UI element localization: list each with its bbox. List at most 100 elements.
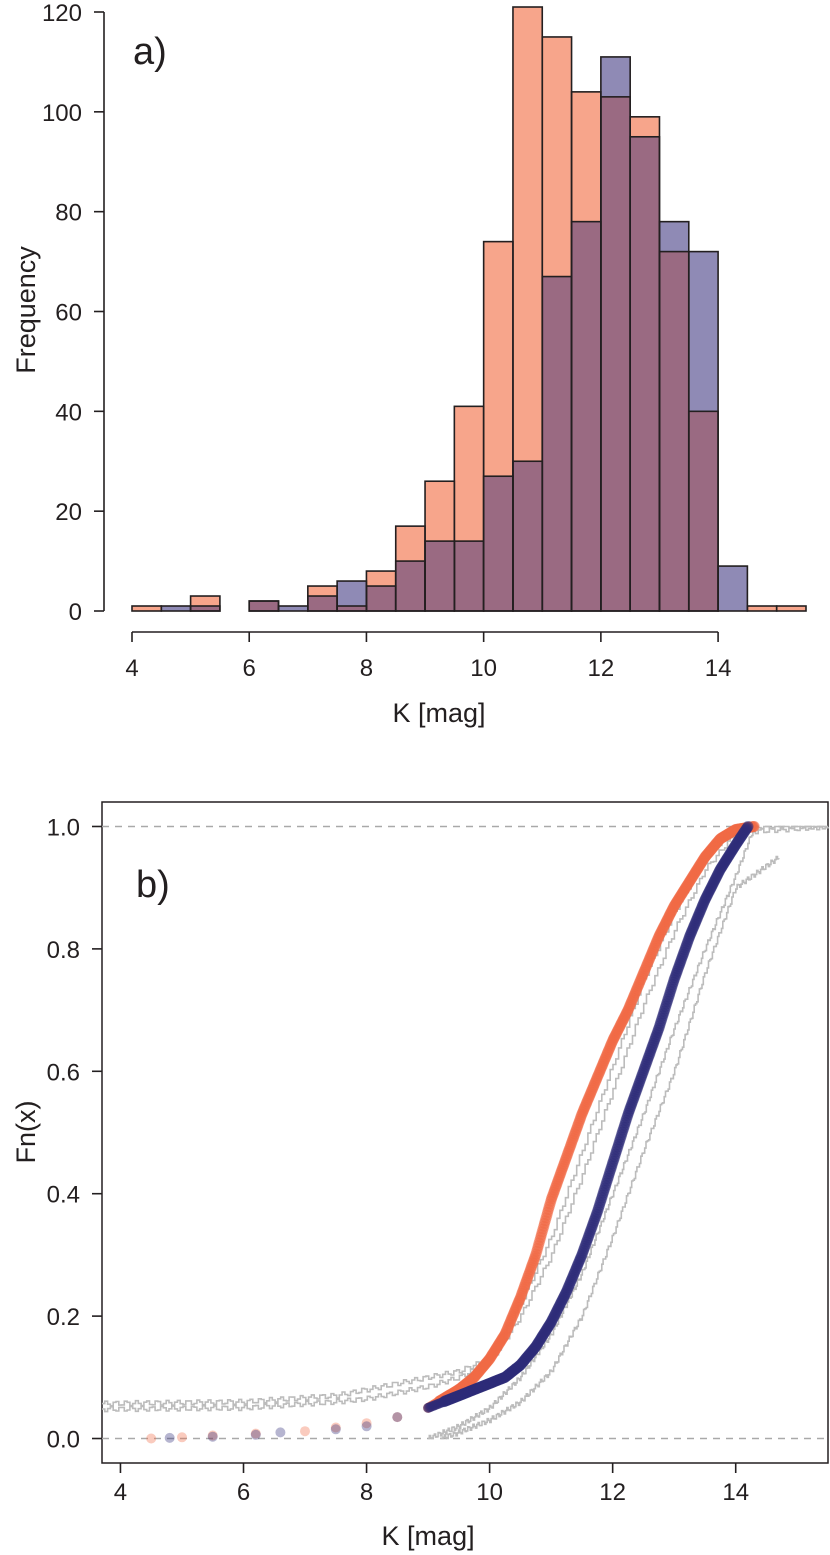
series-1-point xyxy=(177,1432,187,1443)
series-2-point xyxy=(429,1400,440,1411)
y-axis: 0 20 40 60 80 100 120 xyxy=(42,0,105,626)
envelope-line xyxy=(102,825,829,1413)
series-1-point xyxy=(361,1418,372,1429)
overlap-bar xyxy=(600,96,631,611)
x-tick-label: 8 xyxy=(360,655,373,682)
series-2-point xyxy=(426,1401,437,1412)
envelope-line xyxy=(428,826,756,1440)
overlap-bar xyxy=(190,606,220,611)
reference-lines xyxy=(102,825,828,1440)
series-2-point xyxy=(430,1399,441,1410)
overlap-bar xyxy=(249,601,279,611)
overlap-bars xyxy=(190,96,719,611)
series-2-point xyxy=(423,1402,434,1413)
y-tick-label: 100 xyxy=(42,100,82,127)
y-tick-label: 0 xyxy=(69,599,82,626)
series-2-points xyxy=(164,821,754,1443)
series-1-point xyxy=(425,1401,436,1412)
series-1-point xyxy=(330,1422,341,1433)
y-tick-label: 1.0 xyxy=(47,814,80,841)
series-1-point xyxy=(423,1402,434,1413)
series-1-point xyxy=(392,1412,403,1423)
series-2-point xyxy=(392,1412,403,1423)
x-axis: 4 6 8 10 12 14 xyxy=(125,631,732,682)
histogram-panel: 0 20 40 60 80 100 120 4 6 8 10 12 14 a) K [mag] Fre… xyxy=(11,0,807,728)
x-tick-label: 6 xyxy=(237,1479,250,1506)
y-tick-label: 0.2 xyxy=(47,1304,80,1331)
series-2-bar xyxy=(278,606,308,611)
y-tick-label: 0.6 xyxy=(47,1059,80,1086)
bar-outlines xyxy=(131,6,807,612)
series-2-point xyxy=(426,1401,437,1412)
series-2-bar-outline xyxy=(717,565,749,612)
overlap-bar xyxy=(571,221,601,611)
y-tick-label: 120 xyxy=(42,0,82,27)
overlap-bar xyxy=(512,461,543,611)
overlap-bar xyxy=(659,251,689,611)
series-2-point xyxy=(742,821,754,832)
x-axis-title: K [mag] xyxy=(393,698,486,728)
overlap-bar xyxy=(395,561,426,611)
x-axis: 4 6 8 10 12 14 xyxy=(114,1463,749,1506)
series-1-points xyxy=(146,821,760,1444)
y-tick-label: 20 xyxy=(55,499,82,526)
x-tick-label: 4 xyxy=(125,655,138,682)
series-2-point xyxy=(275,1427,286,1438)
series-2-bar xyxy=(718,566,748,611)
plot-frame xyxy=(101,801,829,1464)
series-2-point xyxy=(207,1431,218,1442)
series-2-point xyxy=(250,1429,261,1440)
y-tick-label: 40 xyxy=(55,399,82,426)
series-1-bar xyxy=(747,606,777,611)
y-tick-label: 60 xyxy=(55,300,82,327)
series-2-point xyxy=(164,1432,175,1443)
overlap-bar xyxy=(454,541,484,611)
x-tick-label: 14 xyxy=(705,655,732,682)
overlap-bar xyxy=(307,596,338,611)
ecdf-panel: 0.00.20.40.60.81.0 4 6 8 10 12 14 b) K [mag] … xyxy=(11,801,829,1551)
overlap-bar xyxy=(366,586,396,611)
series-2-bar xyxy=(161,606,191,611)
series-1-point xyxy=(426,1401,437,1412)
overlap-bar xyxy=(425,541,455,611)
x-tick-label: 10 xyxy=(470,655,497,682)
overlap-bar xyxy=(542,276,572,611)
x-tick-label: 10 xyxy=(476,1479,503,1506)
overlap-bar xyxy=(630,136,660,611)
y-tick-label: 0.0 xyxy=(47,1427,80,1454)
panel-label-b: b) xyxy=(136,864,170,906)
x-axis-title: K [mag] xyxy=(382,1521,475,1551)
x-tick-label: 6 xyxy=(243,655,256,682)
series-2-point xyxy=(423,1402,434,1413)
x-tick-label: 8 xyxy=(360,1479,373,1506)
panel-label-a: a) xyxy=(133,31,167,73)
y-tick-label: 0.4 xyxy=(47,1182,80,1209)
y-axis: 0.0 0.2 0.4 0.6 0.8 1.0 xyxy=(47,814,102,1454)
series-2-point xyxy=(424,1402,435,1413)
series-2-bar-outline xyxy=(687,250,719,612)
x-tick-label: 12 xyxy=(588,655,615,682)
series-1-point xyxy=(146,1433,157,1444)
overlap-bar xyxy=(483,476,513,611)
series-2-point xyxy=(425,1402,436,1412)
envelope-line xyxy=(440,855,780,1440)
series-2-bar-outline xyxy=(189,605,221,612)
series-1-bar xyxy=(132,606,162,611)
y-axis-title: Frequency xyxy=(11,246,41,374)
series-2-point xyxy=(427,1401,438,1412)
series-1-point xyxy=(424,1402,435,1412)
y-tick-label: 80 xyxy=(55,200,82,227)
series-1-point xyxy=(423,1402,434,1413)
series-1-point xyxy=(423,1402,434,1413)
series-2-point xyxy=(330,1424,341,1435)
ecdf-points xyxy=(146,821,760,1444)
x-tick-label: 12 xyxy=(599,1479,626,1506)
series-1-bar xyxy=(776,606,806,611)
series-1-bar-outline xyxy=(775,605,807,612)
x-tick-label: 14 xyxy=(722,1479,749,1506)
series-1-point xyxy=(300,1426,310,1437)
series-2-point xyxy=(423,1402,434,1413)
series-2-point xyxy=(428,1400,439,1411)
envelope-line xyxy=(102,825,828,1407)
